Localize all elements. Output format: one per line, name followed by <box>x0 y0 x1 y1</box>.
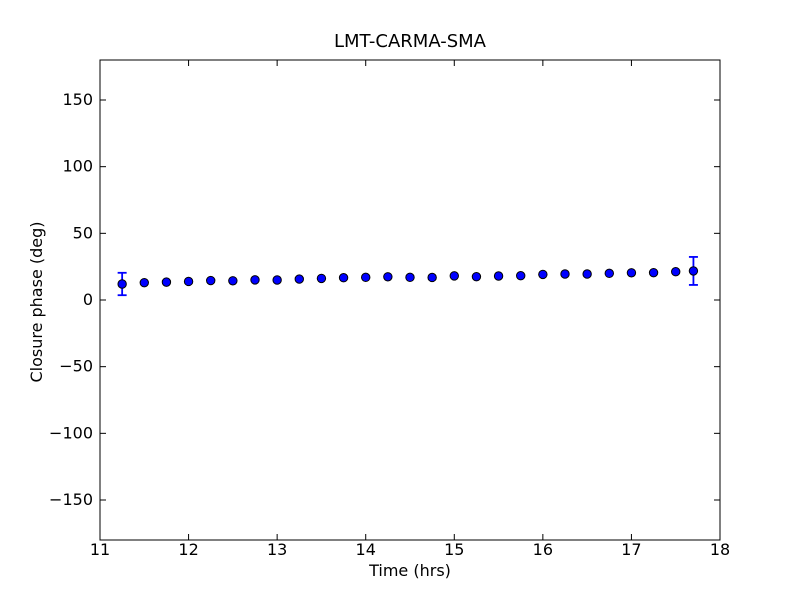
data-point <box>206 275 216 286</box>
data-point <box>161 277 172 287</box>
y-tick-label: −100 <box>49 423 93 442</box>
data-point <box>139 277 149 288</box>
data-point <box>516 271 526 281</box>
x-tick-label: 17 <box>621 540 641 559</box>
x-tick-label: 11 <box>90 540 110 559</box>
y-tick-label: 150 <box>62 90 93 109</box>
data-point <box>383 272 393 282</box>
data-point <box>338 273 349 283</box>
y-tick-label: 0 <box>83 290 93 309</box>
x-tick-label: 16 <box>533 540 553 559</box>
data-point <box>648 267 659 278</box>
x-axis-label: Time (hrs) <box>369 561 451 580</box>
y-tick-label: 50 <box>73 223 93 242</box>
data-point <box>228 276 238 286</box>
data-point <box>493 271 504 281</box>
data-point <box>471 271 482 282</box>
data-point <box>316 273 327 284</box>
data-point <box>361 272 371 283</box>
y-tick-label: 100 <box>62 157 93 176</box>
data-point <box>405 272 415 283</box>
data-point <box>538 269 548 280</box>
data-point <box>449 271 459 281</box>
y-tick-label: −150 <box>49 490 93 509</box>
data-point <box>183 276 194 287</box>
data-point <box>427 272 437 283</box>
data-point <box>117 279 127 289</box>
x-tick-label: 18 <box>710 540 730 559</box>
data-point <box>272 275 282 285</box>
data-point <box>560 269 570 279</box>
data-point <box>604 268 614 279</box>
data-point <box>626 268 637 278</box>
data-point <box>688 266 699 276</box>
data-point <box>671 267 681 277</box>
chart-title: LMT-CARMA-SMA <box>334 31 486 52</box>
data-point <box>250 275 260 285</box>
y-axis-label: Closure phase (deg) <box>27 221 46 383</box>
x-tick-label: 12 <box>178 540 198 559</box>
y-tick-label: −50 <box>59 357 93 376</box>
data-point <box>294 274 304 284</box>
x-tick-label: 13 <box>267 540 287 559</box>
x-tick-label: 14 <box>356 540 376 559</box>
axes-frame <box>99 59 721 541</box>
x-tick-label: 15 <box>444 540 464 559</box>
data-point <box>582 269 592 279</box>
